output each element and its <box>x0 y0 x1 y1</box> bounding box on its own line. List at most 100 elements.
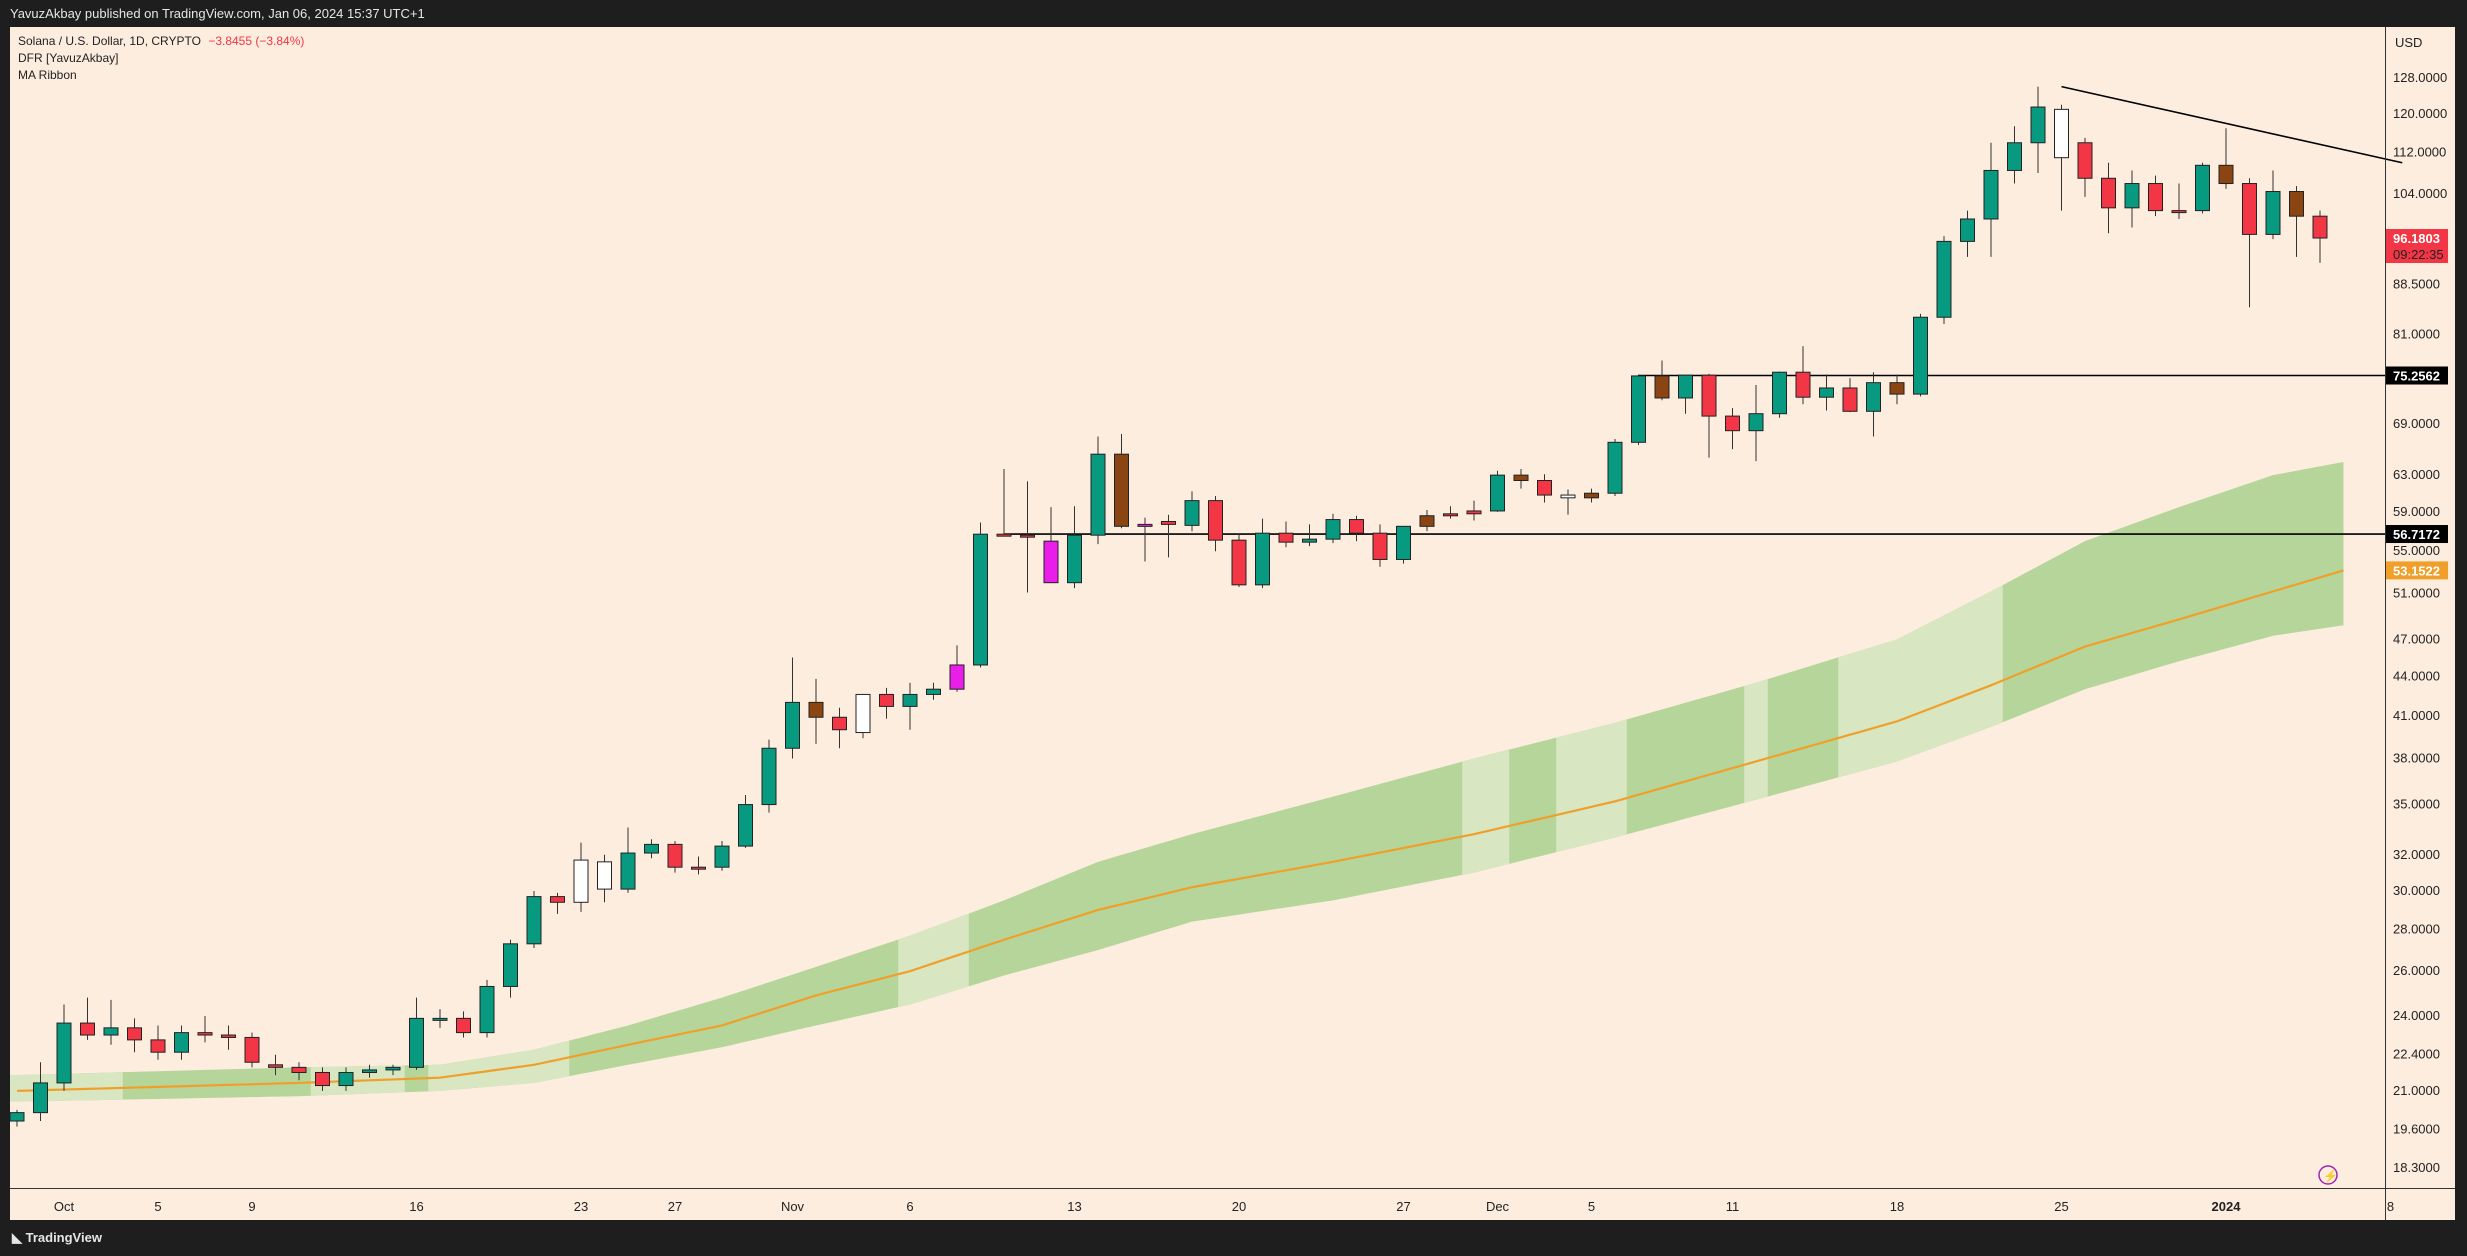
candle-body[interactable] <box>1842 387 1858 412</box>
candle-body[interactable] <box>1302 538 1317 543</box>
candle-body[interactable] <box>1725 415 1740 432</box>
candle-body[interactable] <box>1513 474 1529 482</box>
trend-line[interactable] <box>2061 85 2403 164</box>
candle-body[interactable] <box>315 1071 330 1087</box>
candle-body[interactable] <box>2242 183 2257 235</box>
candle-body[interactable] <box>409 1017 424 1068</box>
candle-body[interactable] <box>855 693 871 734</box>
candle-body[interactable] <box>1983 169 1999 220</box>
candle-body[interactable] <box>1090 453 1106 536</box>
candle-body[interactable] <box>103 1027 119 1036</box>
candle-body[interactable] <box>738 804 753 847</box>
candle-body[interactable] <box>1419 515 1435 527</box>
symbol-label[interactable]: Solana / U.S. Dollar, 1D, CRYPTO <box>18 34 201 48</box>
candle-body[interactable] <box>1960 218 1975 242</box>
candle-body[interactable] <box>127 1027 142 1041</box>
candle-body[interactable] <box>902 693 918 707</box>
candle-body[interactable] <box>597 861 612 890</box>
lightning-icon[interactable] <box>2318 1165 2338 1185</box>
candle-body[interactable] <box>879 693 894 707</box>
candle-body[interactable] <box>338 1071 354 1087</box>
candle-body[interactable] <box>1678 374 1693 399</box>
candle-body[interactable] <box>1137 523 1153 527</box>
candle-body[interactable] <box>808 701 824 718</box>
candle-body[interactable] <box>1936 240 1952 318</box>
candle-body[interactable] <box>550 896 565 903</box>
candle-body[interactable] <box>832 716 847 731</box>
candle-body[interactable] <box>362 1069 377 1073</box>
candle-body[interactable] <box>1396 525 1411 560</box>
candle-body[interactable] <box>1114 453 1129 527</box>
candle-body[interactable] <box>785 701 800 749</box>
candle-body[interactable] <box>1067 534 1082 584</box>
candle-body[interactable] <box>1701 374 1717 417</box>
price-chart[interactable]: 128.0000 120.0000 112.0000 104.0000 88.5000 8… <box>10 27 2455 1220</box>
candle-body[interactable] <box>456 1017 471 1034</box>
candle-body[interactable] <box>1772 371 1787 415</box>
candle-body[interactable] <box>1795 371 1811 398</box>
candle-body[interactable] <box>714 845 730 868</box>
candle-body[interactable] <box>221 1034 236 1038</box>
tradingview-logo[interactable]: ◣ TradingView <box>12 1220 102 1256</box>
candle-body[interactable] <box>1631 375 1646 443</box>
candle-body[interactable] <box>1020 534 1035 538</box>
candle-body[interactable] <box>1819 387 1834 398</box>
candle-body[interactable] <box>973 533 988 666</box>
candle-body[interactable] <box>479 985 495 1034</box>
candle-body[interactable] <box>1255 532 1270 586</box>
candle-body[interactable] <box>1537 480 1552 496</box>
candle-body[interactable] <box>2312 215 2328 239</box>
candle-body[interactable] <box>10 1112 25 1122</box>
candle-body[interactable] <box>2195 164 2210 212</box>
candle-body[interactable] <box>2289 191 2304 217</box>
candle-body[interactable] <box>33 1082 48 1114</box>
candle-body[interactable] <box>761 747 777 806</box>
candle-body[interactable] <box>503 943 518 987</box>
candle-body[interactable] <box>526 896 542 945</box>
candle-body[interactable] <box>432 1017 448 1021</box>
candle-body[interactable] <box>2101 177 2116 209</box>
candle-body[interactable] <box>2218 164 2234 185</box>
candle-body[interactable] <box>2007 142 2022 171</box>
candle-body[interactable] <box>667 843 683 868</box>
candle-body[interactable] <box>1161 520 1176 525</box>
candle-body[interactable] <box>573 859 589 903</box>
candle-body[interactable] <box>1607 441 1623 494</box>
candle-body[interactable] <box>291 1066 307 1073</box>
candle-body[interactable] <box>2054 108 2069 159</box>
candle-body[interactable] <box>1466 510 1482 515</box>
candle-body[interactable] <box>926 688 941 695</box>
candle-body[interactable] <box>2265 191 2281 235</box>
candle-body[interactable] <box>1560 494 1576 499</box>
candle-body[interactable] <box>2030 106 2046 144</box>
candle-body[interactable] <box>1490 474 1505 512</box>
candle-body[interactable] <box>1325 519 1341 540</box>
candle-body[interactable] <box>1372 532 1388 560</box>
candle-body[interactable] <box>1748 413 1764 432</box>
candle-body[interactable] <box>385 1066 401 1071</box>
candle-body[interactable] <box>1184 500 1200 526</box>
candle-body[interactable] <box>150 1039 166 1053</box>
candle-body[interactable] <box>1043 540 1059 584</box>
candle-body[interactable] <box>644 843 659 854</box>
candle-body[interactable] <box>949 664 965 690</box>
candle-body[interactable] <box>2077 142 2093 179</box>
candle-body[interactable] <box>1349 519 1364 534</box>
candle-body[interactable] <box>2124 183 2140 209</box>
candle-body[interactable] <box>1654 375 1670 399</box>
candle-body[interactable] <box>1889 382 1905 395</box>
candle-body[interactable] <box>174 1032 189 1053</box>
candle-body[interactable] <box>2171 210 2187 214</box>
candle-body[interactable] <box>620 852 636 890</box>
candle-body[interactable] <box>2148 183 2163 212</box>
candle-body[interactable] <box>56 1022 72 1084</box>
candle-body[interactable] <box>268 1064 283 1068</box>
indicator-dfr[interactable]: DFR [YavuzAkbay] <box>18 51 119 65</box>
currency-label[interactable]: USD <box>2395 35 2422 50</box>
candle-body[interactable] <box>1584 492 1599 499</box>
candle-body[interactable] <box>197 1032 213 1036</box>
candle-body[interactable] <box>80 1022 95 1036</box>
candle-body[interactable] <box>1278 532 1294 543</box>
candle-body[interactable] <box>1231 539 1247 586</box>
candle-body[interactable] <box>1866 382 1881 412</box>
